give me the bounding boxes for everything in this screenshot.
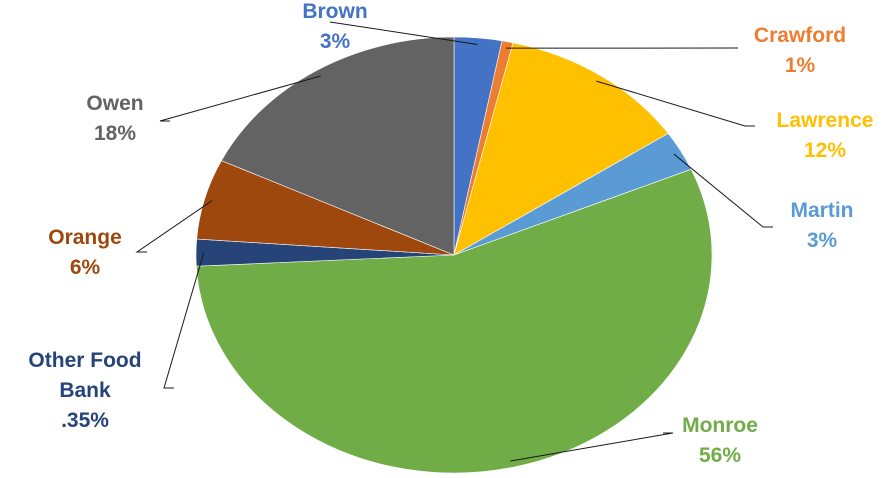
data-label-owen: Owen 18%	[86, 92, 143, 145]
leader-line	[329, 21, 478, 45]
pie-slice-owen	[220, 36, 455, 256]
leader-line	[510, 432, 674, 462]
leader-line	[135, 200, 213, 253]
leader-line	[596, 80, 755, 127]
leader-line	[673, 153, 773, 228]
data-label-other-food-bank: Other Food Bank .35%	[28, 349, 141, 432]
leader-line	[159, 75, 321, 122]
data-label-martin: Martin 3%	[791, 199, 854, 252]
data-label-brown: Brown 3%	[302, 0, 367, 53]
pie-slice-lawrence	[453, 42, 669, 256]
leader-line	[163, 252, 205, 389]
data-label-orange: Orange 6%	[48, 226, 122, 279]
pie-slice-monroe	[196, 168, 713, 474]
data-label-lawrence: Lawrence 12%	[777, 109, 874, 162]
data-label-monroe: Monroe 56%	[682, 414, 758, 467]
data-label-crawford: Crawford 1%	[754, 24, 846, 77]
